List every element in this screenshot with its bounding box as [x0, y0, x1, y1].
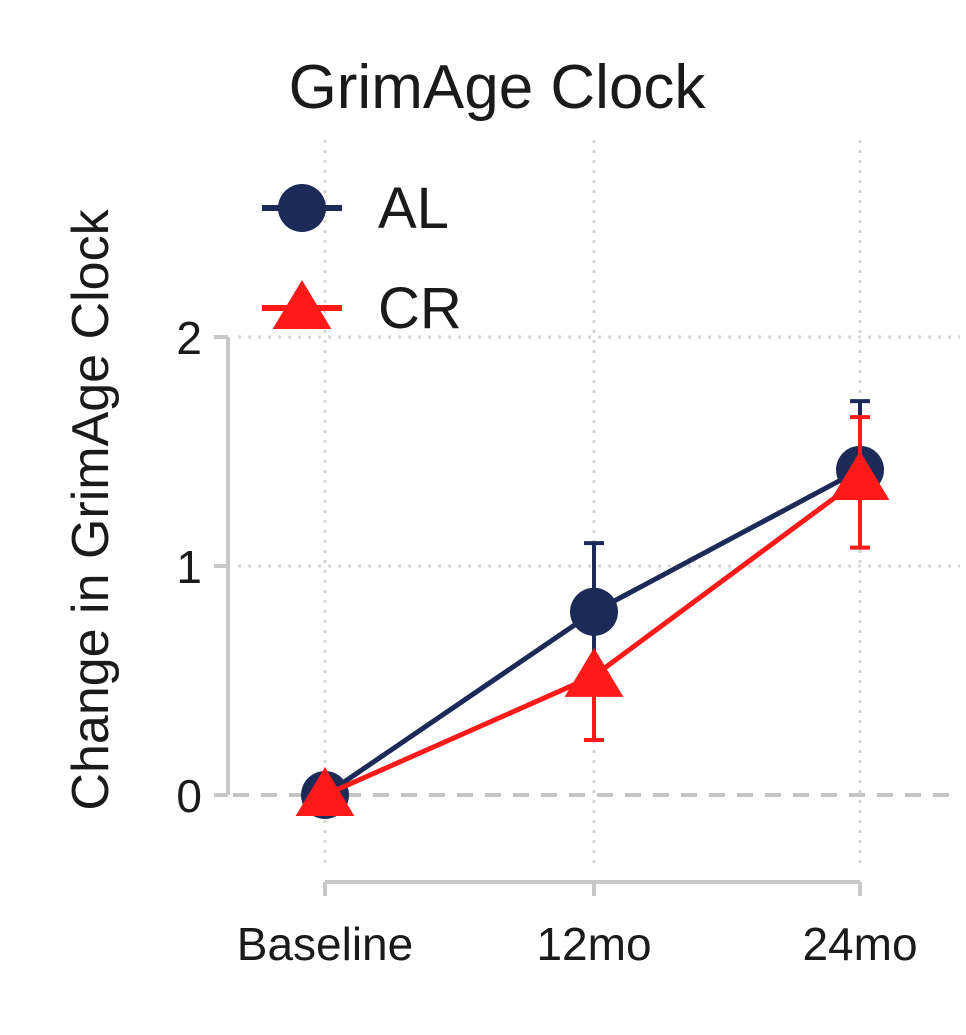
- series-layer: [295, 399, 890, 819]
- legend-item-CR: CR: [262, 276, 462, 341]
- legend: AL CR: [262, 176, 462, 341]
- data-point-CR-2: [830, 450, 890, 500]
- y-tick-label-1: 1: [176, 541, 202, 593]
- legend-label-AL: AL: [378, 176, 449, 241]
- series-AL: [301, 399, 884, 819]
- y-tick-label-0: 0: [176, 770, 202, 822]
- data-point-AL-1: [570, 587, 618, 636]
- x-tick-label-1: 12mo: [536, 918, 651, 970]
- grid-layer: [233, 140, 960, 870]
- series-CR: [295, 415, 890, 816]
- data-point-CR-1: [564, 647, 624, 697]
- y-tick-label-2: 2: [176, 312, 202, 364]
- x-tick-label-0: Baseline: [237, 918, 413, 970]
- x-tick-label-2: 24mo: [802, 918, 917, 970]
- legend-marker-AL: [278, 184, 326, 232]
- axes-layer: 0 1 2 Baseline 12mo 24mo: [176, 312, 917, 970]
- legend-item-AL: AL: [262, 176, 449, 241]
- data-point-CR-0: [295, 767, 355, 816]
- legend-label-CR: CR: [378, 276, 462, 341]
- legend-marker-CR: [272, 280, 332, 329]
- y-axis-label: Change in GrimAge Clock: [62, 208, 120, 810]
- chart-title: GrimAge Clock: [289, 53, 707, 122]
